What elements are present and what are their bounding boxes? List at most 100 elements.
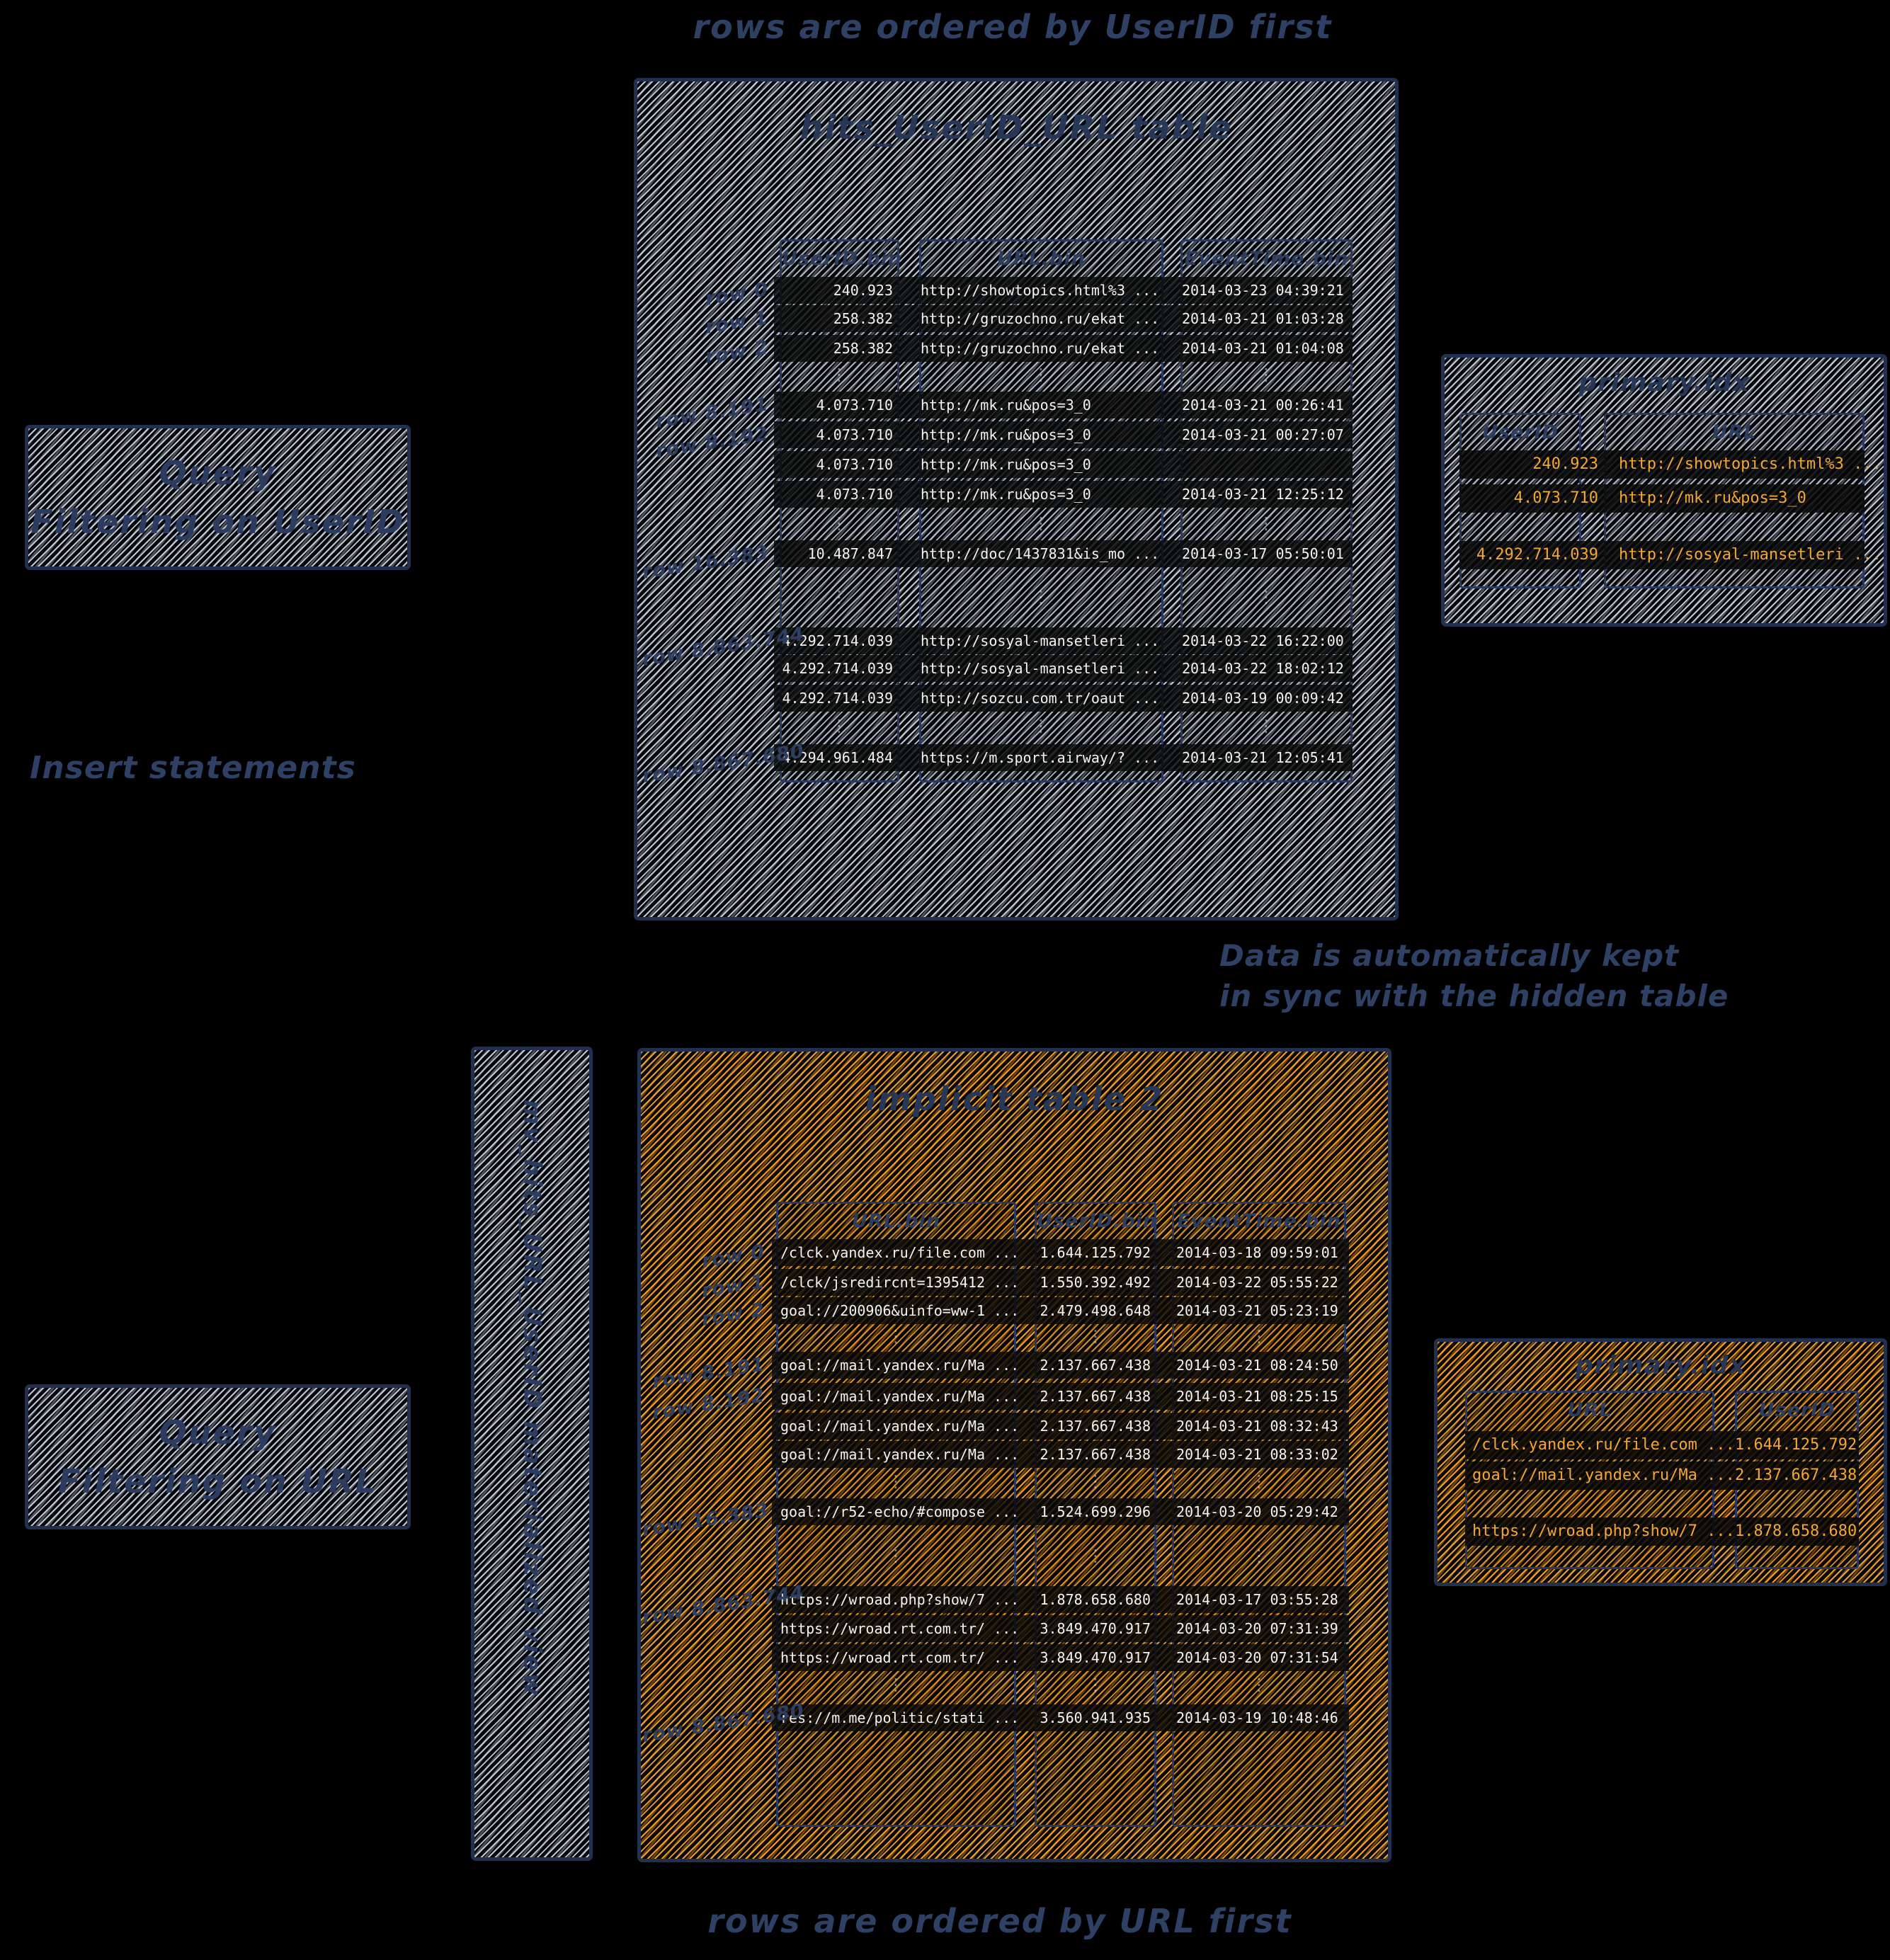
table-title: hits_UserID_URL table xyxy=(799,108,1233,147)
cell-url: goal://mail.yandex.ru/Ma ... xyxy=(780,1357,1020,1374)
sync-note-line1: Data is automatically kept xyxy=(1219,938,1680,973)
ellipsis-dots: ⋮ xyxy=(831,513,848,533)
ellipsis-dots: ⋮ xyxy=(1032,365,1049,384)
cell-url: http://gruzochno.ru/ekat ... xyxy=(921,340,1160,357)
cell-userid: 3.849.470.917 xyxy=(1040,1620,1151,1637)
cell-userid: 4.073.710 xyxy=(816,397,893,414)
table-row: goal://mail.yandex.ru/Ma ... 2.137.667.4… xyxy=(772,1441,1349,1468)
table-title: implicit table 2 xyxy=(865,1080,1164,1118)
ellipsis-dots: ⋮ xyxy=(1032,587,1049,607)
cell-url: http://mk.ru&pos=3_0 xyxy=(921,456,1091,473)
ellipsis-dots: ⋮ xyxy=(1032,513,1049,533)
cell-userid: 2.137.667.438 xyxy=(1040,1388,1151,1405)
cell-eventtime: 2014-03-21 01:03:28 xyxy=(1182,310,1344,327)
cell-userid: 258.382 xyxy=(833,340,893,357)
ellipsis-dots: ⋮ xyxy=(1087,1546,1104,1566)
cell-userid: 4.073.710 xyxy=(816,486,893,503)
ellipsis-dots: ⋮ xyxy=(1087,1675,1104,1694)
cell-eventtime: 2014-03-20 05:29:42 xyxy=(1176,1503,1338,1520)
cell-url: https://wroad.php?show/7 ... xyxy=(1472,1522,1735,1540)
cell-url: goal://mail.yandex.ru/Ma ... xyxy=(1472,1466,1735,1484)
index-title: primary.idx xyxy=(1575,1351,1746,1380)
primary-idx-userid-box: primary.idx UserID URL 240.923 http://sh… xyxy=(1441,354,1887,627)
cell-userid: 1.878.658.680 xyxy=(1040,1591,1151,1608)
cell-eventtime: 2014-03-21 12:05:41 xyxy=(1182,749,1344,766)
table-row: 4.292.714.039 http://sozcu.com.tr/oaut .… xyxy=(774,685,1353,712)
table-row: 4.073.710 http://mk.ru&pos=3_0 2014-03-2… xyxy=(774,392,1353,418)
table-row: goal://mail.yandex.ru/Ma ... 2.137.667.4… xyxy=(772,1413,1349,1440)
cell-eventtime: 2014-03-21 05:23:19 xyxy=(1176,1302,1338,1319)
cell-userid: 2.137.667.438 xyxy=(1040,1418,1151,1435)
index-row: goal://mail.yandex.ru/Ma ... 2.137.667.4… xyxy=(1465,1462,1859,1490)
ellipsis-dots: ⋮ xyxy=(831,716,848,736)
insert-statements-label: Insert statements xyxy=(30,750,356,786)
cell-url: http://sosyal-mansetleri ... xyxy=(921,632,1160,649)
cell-url: http://sosyal-mansetleri ... xyxy=(1619,546,1882,564)
caption-ordered-by-userid: rows are ordered by UserID first xyxy=(693,8,1333,46)
cell-userid: 1.524.699.296 xyxy=(1040,1503,1151,1520)
cell-eventtime xyxy=(1182,451,1350,478)
ellipsis-dots: ⋮ xyxy=(1251,1326,1268,1346)
column-header: EventTime.bin xyxy=(1184,248,1349,270)
cell-eventtime: 2014-03-21 08:24:50 xyxy=(1176,1357,1338,1374)
table-row: 258.382 http://gruzochno.ru/ekat ... 201… xyxy=(774,335,1353,362)
cell-userid: 240.923 xyxy=(833,282,893,299)
ellipsis-dots: ⋮ xyxy=(887,1546,904,1566)
table-row: goal://200906&uinfo=ww-1 ... 2.479.498.6… xyxy=(772,1297,1349,1324)
cell-url: https://wroad.php?show/7 ... xyxy=(780,1591,1020,1608)
ellipsis-dots: ⋮ xyxy=(1032,716,1049,736)
cell-url: https://wroad.rt.com.tr/ ... xyxy=(780,1649,1020,1666)
caption-ordered-by-url: rows are ordered by URL first xyxy=(707,1902,1292,1940)
cell-eventtime: 2014-03-18 09:59:01 xyxy=(1176,1244,1338,1261)
ellipsis-dots: ⋮ xyxy=(831,365,848,384)
cell-eventtime: 2014-03-20 07:31:54 xyxy=(1176,1649,1338,1666)
table-row: goal://r52-echo/#compose ... 1.524.699.2… xyxy=(772,1498,1349,1525)
ellipsis-dots: ⋮ xyxy=(887,1675,904,1694)
index-row: /clck.yandex.ru/file.com ... 1.644.125.7… xyxy=(1465,1431,1859,1459)
cell-url: goal://mail.yandex.ru/Ma ... xyxy=(780,1418,1020,1435)
cell-url: http://sosyal-mansetleri ... xyxy=(921,660,1160,677)
table-row: 4.292.714.039 http://sosyal-mansetleri .… xyxy=(774,627,1353,654)
table-row: 4.073.710 http://mk.ru&pos=3_0 xyxy=(774,451,1353,478)
row-number-label: row 8.867.680 xyxy=(640,740,806,787)
cell-userid: 4.294.961.484 xyxy=(782,749,893,766)
table-row: res://m.me/politic/stati ... 3.560.941.9… xyxy=(772,1704,1349,1731)
cell-url: http://mk.ru&pos=3_0 xyxy=(921,486,1091,503)
index-row: 240.923 http://showtopics.html%3 ... xyxy=(1459,450,1882,479)
index-row: https://wroad.php?show/7 ... 1.878.658.6… xyxy=(1465,1517,1859,1546)
column-header: UserID.bin xyxy=(782,248,903,270)
cell-url: http://mk.ru&pos=3_0 xyxy=(921,397,1091,414)
query-filtering-on-userid-box: Query Filtering on UserID xyxy=(25,425,411,570)
cell-eventtime: 2014-03-21 08:25:15 xyxy=(1176,1388,1338,1405)
ellipsis-dots: ⋮ xyxy=(1258,513,1275,533)
row-number-label: row 8.863.744 xyxy=(640,1581,806,1629)
column-header: UserID.bin xyxy=(1037,1210,1158,1232)
cell-url: https://wroad.rt.com.tr/ ... xyxy=(780,1620,1020,1637)
cell-url: res://m.me/politic/stati ... xyxy=(780,1709,1020,1726)
table-row: 10.487.847 http://doc/1437831&is_mo ... … xyxy=(774,540,1353,567)
table-row: 4.294.961.484 https://m.sport.airway/? .… xyxy=(774,744,1353,771)
ellipsis-dots: ⋮ xyxy=(1251,1546,1268,1566)
cell-url: goal://r52-echo/#compose ... xyxy=(780,1503,1020,1520)
index-row: 4.073.710 http://mk.ru&pos=3_0 xyxy=(1459,484,1865,513)
cell-url: /clck/jsredircnt=1395412 ... xyxy=(780,1274,1020,1291)
cell-userid: 2.137.667.438 xyxy=(1040,1357,1151,1374)
cell-url: http://gruzochno.ru/ekat ... xyxy=(921,310,1160,327)
cell-url: http://sozcu.com.tr/oaut ... xyxy=(921,690,1160,707)
table-row: 4.292.714.039 http://sosyal-mansetleri .… xyxy=(774,655,1353,682)
row-number-label: row 8.867.680 xyxy=(640,1699,806,1748)
column-header: URL.bin xyxy=(997,248,1086,270)
cell-userid: 3.560.941.935 xyxy=(1040,1709,1151,1726)
row-number-label: row 16.383 xyxy=(640,1499,770,1542)
cell-userid: 240.923 xyxy=(1532,455,1598,473)
ellipsis-dots: ⋮ xyxy=(1258,365,1275,384)
cell-url: goal://200906&uinfo=ww-1 ... xyxy=(780,1302,1020,1319)
cell-userid: 1.878.658.680 xyxy=(1735,1522,1857,1540)
cell-url: goal://mail.yandex.ru/Ma ... xyxy=(780,1388,1020,1405)
column-header: URL.bin xyxy=(852,1210,940,1232)
cell-userid: 4.292.714.039 xyxy=(1476,546,1598,564)
cell-eventtime: 2014-03-21 08:33:02 xyxy=(1176,1446,1338,1463)
cell-url: http://mk.ru&pos=3_0 xyxy=(1619,489,1806,507)
cell-userid: 10.487.847 xyxy=(807,545,893,562)
cell-url: /clck.yandex.ru/file.com ... xyxy=(780,1244,1020,1261)
